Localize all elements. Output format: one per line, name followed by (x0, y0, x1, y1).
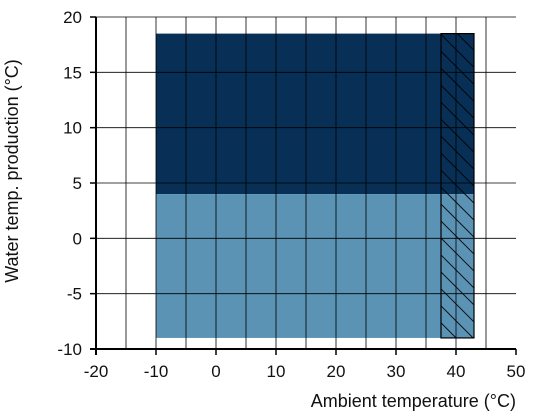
gridlines (96, 16, 516, 349)
y-tick-label: 5 (73, 174, 82, 193)
x-axis-ticks: -20 -10 0 10 20 30 40 50 (84, 349, 526, 381)
y-tick-label: 0 (73, 229, 82, 248)
y-tick-label: -5 (67, 285, 82, 304)
y-tick-label: 15 (63, 63, 82, 82)
x-tick-label: -20 (84, 362, 109, 381)
x-tick-label: 10 (267, 362, 286, 381)
y-tick-label: 20 (63, 8, 82, 27)
region-2 (156, 194, 474, 338)
hatched-region (440, 32, 475, 339)
x-tick-label: 30 (387, 362, 406, 381)
operating-regions (156, 32, 475, 339)
x-tick-label: 40 (447, 362, 466, 381)
region-1 (156, 33, 474, 195)
y-tick-label: -10 (57, 340, 82, 359)
y-tick-label: 10 (63, 119, 82, 138)
y-axis-ticks: -10 -5 0 5 10 15 20 (57, 8, 96, 359)
x-tick-label: 20 (327, 362, 346, 381)
x-tick-label: 0 (211, 362, 220, 381)
x-tick-label: -10 (144, 362, 169, 381)
x-axis-title: Ambient temperature (°C) (311, 391, 516, 411)
x-tick-label: 50 (507, 362, 526, 381)
y-axis-title: Water temp. production (°C) (2, 59, 22, 283)
